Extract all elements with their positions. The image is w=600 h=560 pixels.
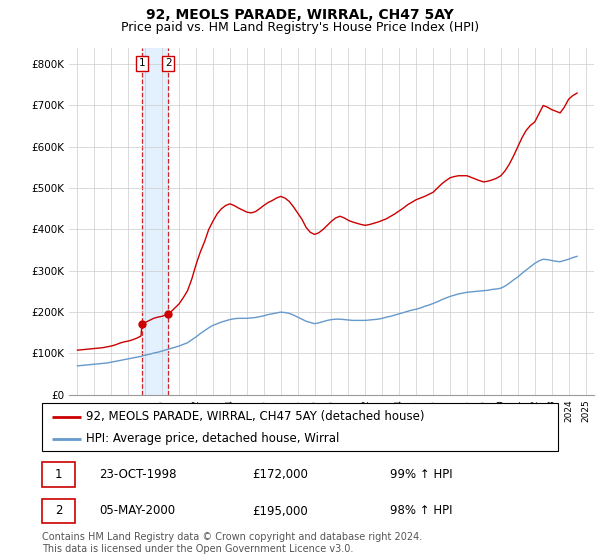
Text: 99% ↑ HPI: 99% ↑ HPI <box>390 468 452 481</box>
Text: Price paid vs. HM Land Registry's House Price Index (HPI): Price paid vs. HM Land Registry's House … <box>121 21 479 34</box>
Text: 92, MEOLS PARADE, WIRRAL, CH47 5AY: 92, MEOLS PARADE, WIRRAL, CH47 5AY <box>146 8 454 22</box>
Text: £195,000: £195,000 <box>252 505 308 517</box>
Text: 1: 1 <box>55 468 62 481</box>
Text: HPI: Average price, detached house, Wirral: HPI: Average price, detached house, Wirr… <box>86 432 339 445</box>
Text: Contains HM Land Registry data © Crown copyright and database right 2024.
This d: Contains HM Land Registry data © Crown c… <box>42 532 422 554</box>
Text: 1: 1 <box>139 58 145 68</box>
Text: 98% ↑ HPI: 98% ↑ HPI <box>390 505 452 517</box>
Text: 05-MAY-2000: 05-MAY-2000 <box>99 505 175 517</box>
Text: 2: 2 <box>55 505 62 517</box>
Text: 2: 2 <box>165 58 172 68</box>
Text: £172,000: £172,000 <box>252 468 308 481</box>
Bar <box>142 48 168 395</box>
Text: 92, MEOLS PARADE, WIRRAL, CH47 5AY (detached house): 92, MEOLS PARADE, WIRRAL, CH47 5AY (deta… <box>86 410 424 423</box>
Text: 23-OCT-1998: 23-OCT-1998 <box>99 468 176 481</box>
